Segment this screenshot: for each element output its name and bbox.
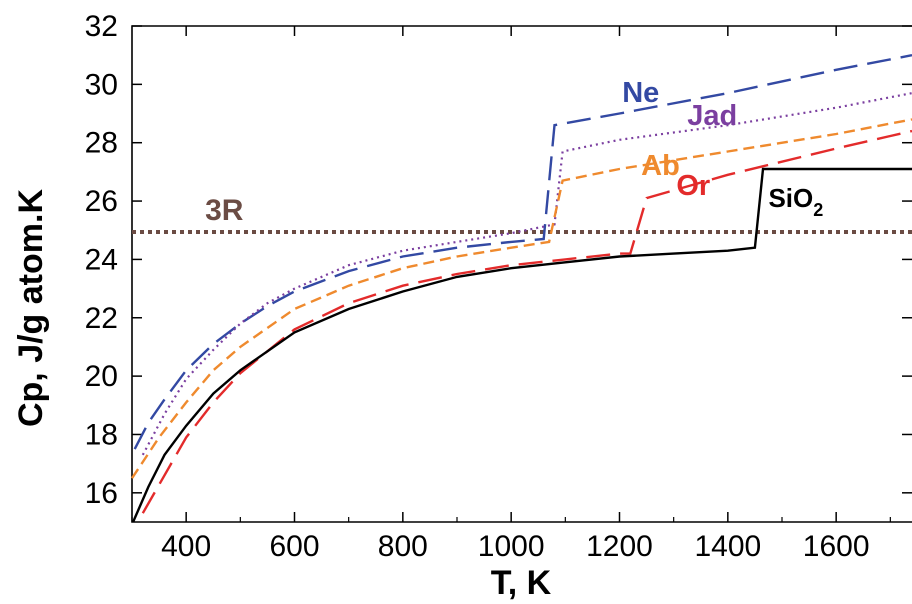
series-label-or: Or bbox=[676, 170, 710, 202]
x-tick-label: 800 bbox=[378, 530, 428, 563]
series-line-jad bbox=[141, 92, 912, 456]
y-tick-label: 24 bbox=[85, 243, 118, 276]
plot-border bbox=[131, 25, 912, 523]
x-tick-label: 1600 bbox=[803, 530, 870, 563]
series-label-ab: Ab bbox=[641, 150, 680, 182]
y-tick-label: 16 bbox=[85, 477, 118, 510]
plot-frame bbox=[131, 25, 912, 523]
series-line-ne bbox=[133, 54, 912, 450]
x-tick-label: 1400 bbox=[694, 530, 761, 563]
series-label-3r: 3R bbox=[205, 194, 244, 227]
series-line-sio2 bbox=[131, 167, 912, 523]
y-tick-label: 30 bbox=[85, 68, 118, 101]
x-axis-title: T, K bbox=[491, 564, 552, 602]
series-group bbox=[131, 54, 912, 523]
y-tick-label: 22 bbox=[85, 302, 118, 335]
series-line-or bbox=[141, 129, 912, 514]
y-tick-label: 26 bbox=[85, 185, 118, 218]
y-tick-label: 18 bbox=[85, 418, 118, 451]
axis-ticks: 16 18 20 22 24 26 28 30 32 400 600 800 1000 1200 1400 1… bbox=[85, 10, 912, 563]
y-tick-label: 20 bbox=[85, 360, 118, 393]
y-tick-label: 32 bbox=[85, 10, 118, 43]
series-label-jad: Jad bbox=[687, 100, 737, 132]
y-tick-label: 28 bbox=[85, 127, 118, 160]
y-axis-title: Cp, J/g atom.K bbox=[12, 189, 50, 427]
series-label-ne: Ne bbox=[622, 77, 659, 109]
x-tick-label: 1000 bbox=[478, 530, 545, 563]
series-line-ab bbox=[131, 118, 912, 479]
x-tick-label: 1200 bbox=[586, 530, 653, 563]
x-tick-label: 600 bbox=[269, 530, 319, 563]
x-tick-label: 400 bbox=[161, 530, 211, 563]
series-label-sio2: SiO2 bbox=[768, 183, 823, 220]
